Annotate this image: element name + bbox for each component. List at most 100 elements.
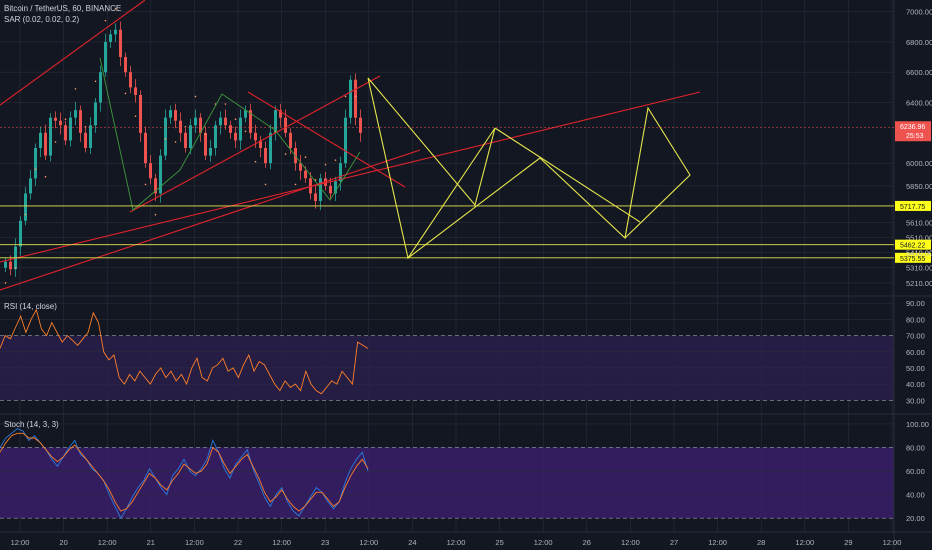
drawing-tools[interactable]: [0, 0, 894, 291]
sar-dot: [254, 160, 257, 163]
candle-body: [314, 193, 317, 202]
candle-body: [234, 132, 237, 141]
indicator-tick-label: 80.00: [906, 443, 925, 452]
candle-body: [134, 87, 137, 95]
candle-body: [279, 110, 282, 118]
red-trendline: [0, 91, 701, 263]
candle-body: [344, 117, 347, 164]
candle-body: [159, 155, 162, 194]
candle-body: [229, 125, 232, 133]
time-tick-label: 12:00: [621, 538, 640, 547]
sar-dot: [334, 159, 337, 161]
sar-dot: [4, 282, 7, 284]
candle-body: [99, 72, 102, 103]
candle-body: [149, 163, 152, 179]
candle-body: [89, 125, 92, 148]
candle-body: [214, 125, 217, 148]
candle-body: [359, 117, 362, 133]
sar-dot: [314, 179, 317, 181]
indicator-tick-label: 60.00: [906, 348, 925, 357]
sar-dot: [324, 163, 327, 166]
level-tag-label: 5375.55: [900, 256, 925, 263]
level-extra-label: 5410.00: [906, 249, 932, 258]
time-tick-label: 12:00: [795, 538, 814, 547]
candle-body: [184, 132, 187, 148]
sar-dot: [104, 19, 107, 22]
candle-body: [34, 148, 37, 179]
candle-body: [249, 110, 252, 133]
sar-dot: [194, 95, 197, 98]
candle-body: [219, 117, 222, 126]
time-tick-label: 22: [234, 538, 242, 547]
candle-body: [179, 120, 182, 133]
candle-body: [129, 72, 132, 88]
sar-indicator-label[interactable]: SAR (0.02, 0.02, 0.2): [4, 15, 79, 24]
indicator-tick-label: 70.00: [906, 332, 925, 341]
time-tick-label: 28: [757, 538, 765, 547]
indicator-tick-label: 80.00: [906, 315, 925, 324]
level-tag-label: 5717.75: [900, 204, 925, 211]
candle-body: [139, 94, 142, 133]
candle-body: [39, 132, 42, 148]
sar-dot: [354, 95, 357, 98]
candle-body: [204, 132, 207, 156]
candle-body: [209, 148, 212, 156]
candle-body: [64, 125, 67, 141]
candle-body: [224, 117, 227, 126]
indicator-tick-label: 100.00: [906, 420, 929, 429]
current-price-tag: [895, 121, 931, 142]
time-tick-label: 12:00: [11, 538, 30, 547]
sar-dot: [294, 183, 297, 186]
sar-dot: [44, 176, 47, 178]
candle-body: [124, 57, 127, 73]
price-tick-label: 6000.00: [906, 159, 932, 168]
candle-body: [4, 261, 7, 268]
candle-body: [194, 117, 197, 126]
time-tick-label: 23: [321, 538, 329, 547]
price-axis[interactable]: 7000.00 6800.00 6600.00 6400.00 6000.00 5850.…: [895, 8, 932, 288]
candle-body: [79, 110, 82, 133]
time-tick-label: 29: [844, 538, 852, 547]
candle-body: [264, 148, 267, 164]
candle-body: [119, 29, 122, 58]
red-trendline: [0, 149, 421, 291]
rsi-indicator-label[interactable]: RSI (14, close): [4, 302, 57, 311]
level-tag-bg: [895, 252, 931, 263]
time-axis[interactable]: 12:00 20 12:00 21 12:00 22 12:00 23 12:00 24 12:00…: [11, 538, 902, 547]
candle-body: [334, 181, 337, 194]
candle-body: [299, 163, 302, 171]
price-tick-label: 6400.00: [906, 99, 932, 108]
sar-dot: [174, 141, 177, 143]
price-tick-label: 5510.00: [906, 233, 932, 242]
candle-body: [304, 170, 307, 179]
time-tick-label: 12:00: [98, 538, 117, 547]
sar-dot: [114, 7, 117, 10]
candle-body: [19, 220, 22, 247]
time-tick-label: 12:00: [708, 538, 727, 547]
sar-dot: [264, 183, 267, 186]
sar-dot: [54, 141, 57, 143]
time-tick-label: 12:00: [883, 538, 902, 547]
current-price-label: 6236.96: [900, 124, 925, 131]
candle-body: [354, 79, 357, 118]
candle-body: [74, 110, 77, 118]
indicator-line-d: [0, 432, 369, 512]
sar-dot: [14, 266, 17, 269]
level-tag-label: 5462.22: [900, 243, 925, 250]
indicator-tick-label: 50.00: [906, 364, 925, 373]
sar-dot: [154, 213, 157, 216]
sar-dot: [284, 153, 287, 155]
symbol-title[interactable]: Bitcoin / TetherUS, 60, BINANCE: [4, 4, 121, 13]
time-tick-label: 27: [670, 538, 678, 547]
stoch-indicator-label[interactable]: Stoch (14, 3, 3): [4, 420, 59, 429]
candle-body: [239, 117, 242, 141]
sar-dot: [34, 168, 37, 171]
candle-body: [289, 132, 292, 148]
candle-body: [254, 132, 257, 141]
level-tag-bg: [895, 239, 931, 250]
candle-body: [199, 117, 202, 133]
candle-body: [329, 185, 332, 194]
indicator-tick-label: 30.00: [906, 396, 925, 405]
indicator-line-rsi: [0, 308, 369, 395]
